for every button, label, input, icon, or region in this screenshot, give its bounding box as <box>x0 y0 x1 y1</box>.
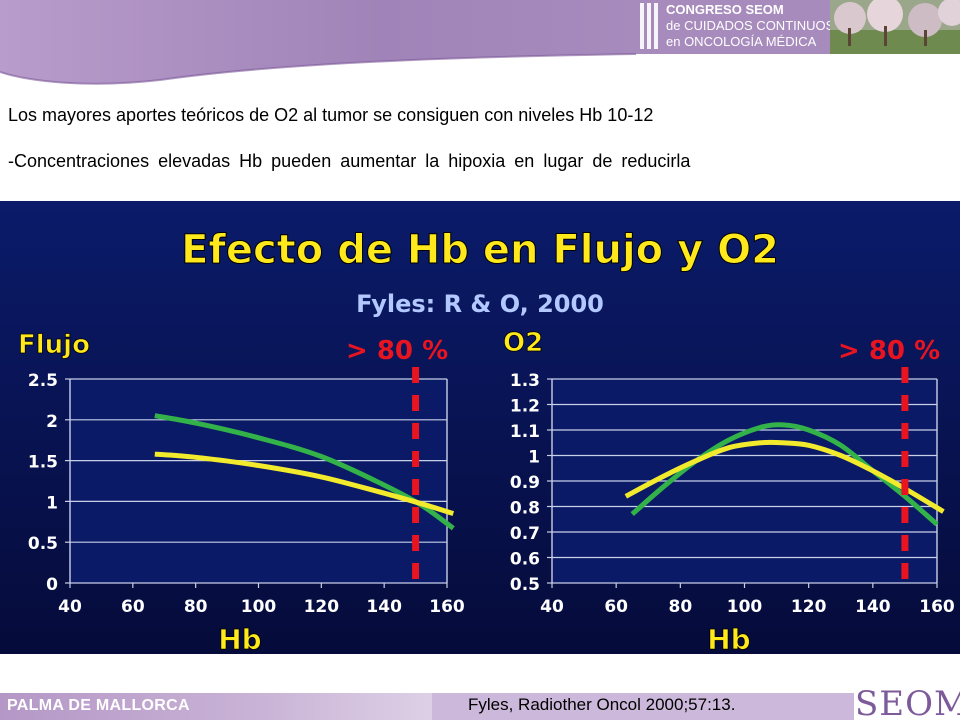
chart-1: 0.5 0.6 0.7 0.8 0.9 1 1.1 1.2 1.3 40 60 80 100 120 140… <box>503 328 955 657</box>
x-tick-label: 60 <box>604 597 628 617</box>
x-tick-label: 40 <box>540 597 564 617</box>
text-line-1: Los mayores aportes teóricos de O2 al tu… <box>8 105 654 125</box>
x-axis-label: Hb <box>707 623 750 654</box>
x-tick-label: 80 <box>668 597 692 617</box>
series-line-1 <box>154 451 455 516</box>
figure-subtitle: Fyles: R & O, 2000 <box>356 290 604 318</box>
x-tick-label: 120 <box>791 597 827 617</box>
x-axis-label: Hb <box>218 623 261 654</box>
y-tick-label: 0.5 <box>510 575 540 595</box>
congress-title: CONGRESO SEOM de CUIDADOS CONTINUOS en O… <box>666 2 834 50</box>
chart-figure: Efecto de Hb en Flujo y O2 Fyles: R & O,… <box>0 201 960 657</box>
footer-location-band: PALMA DE MALLORCA <box>0 693 432 720</box>
header-photo <box>830 0 960 54</box>
x-tick-label: 80 <box>184 597 208 617</box>
x-tick-label: 120 <box>304 597 340 617</box>
footer-reference: Fyles, Radiother Oncol 2000;57:13. <box>468 695 736 714</box>
y-tick-label: 0.6 <box>510 550 540 570</box>
congress-line-3: en ONCOLOGÍA MÉDICA <box>666 34 817 49</box>
seom-logo: SEOM <box>855 684 960 724</box>
x-tick-label: 160 <box>919 597 955 617</box>
x-tick-label: 160 <box>429 597 465 617</box>
y-tick-label: 0.7 <box>510 524 540 544</box>
footer-band <box>432 693 854 720</box>
x-tick-label: 40 <box>58 597 82 617</box>
header-band <box>0 0 960 90</box>
congress-line-1: CONGRESO SEOM <box>666 2 784 17</box>
y-tick-label: 1.3 <box>510 371 540 391</box>
y-tick-label: 2 <box>46 412 58 432</box>
threshold-annotation: > 80 % <box>838 336 940 366</box>
x-tick-label: 100 <box>727 597 763 617</box>
congress-logo-bars <box>640 3 662 49</box>
y-tick-label: 1 <box>46 493 58 513</box>
footer-location: PALMA DE MALLORCA <box>7 697 190 714</box>
y-tick-label: 1 <box>528 448 540 468</box>
y-tick-label: 1.2 <box>510 397 540 417</box>
y-tick-label: 0 <box>46 575 58 595</box>
threshold-annotation: > 80 % <box>346 336 448 366</box>
plot-area <box>70 379 447 583</box>
y-tick-label: 0.5 <box>28 534 58 554</box>
figure-title: Efecto de Hb en Flujo y O2 <box>181 227 779 273</box>
y-tick-label: 1.1 <box>510 422 540 442</box>
x-tick-label: 100 <box>241 597 277 617</box>
chart-title: Flujo <box>18 330 90 360</box>
chart-0: 0 0.5 1 1.5 2 2.5 40 60 80 100 120 140 160 Flujo > 80 … <box>18 330 465 657</box>
y-tick-label: 0.9 <box>510 473 540 493</box>
text-line-2: -Concentraciones elevadas Hb pueden aume… <box>8 151 691 171</box>
congress-line-2: de CUIDADOS CONTINUOS <box>666 18 835 33</box>
series-line-1 <box>624 439 945 514</box>
y-tick-label: 0.8 <box>510 499 540 519</box>
x-tick-label: 60 <box>121 597 145 617</box>
congress-banner <box>636 0 830 54</box>
chart-panel: Efecto de Hb en Flujo y O2 Fyles: R & O,… <box>0 201 960 657</box>
y-tick-label: 2.5 <box>28 371 58 391</box>
y-tick-label: 1.5 <box>28 453 58 473</box>
x-tick-label: 140 <box>855 597 891 617</box>
x-tick-label: 140 <box>366 597 402 617</box>
chart-title: O2 <box>503 328 543 358</box>
